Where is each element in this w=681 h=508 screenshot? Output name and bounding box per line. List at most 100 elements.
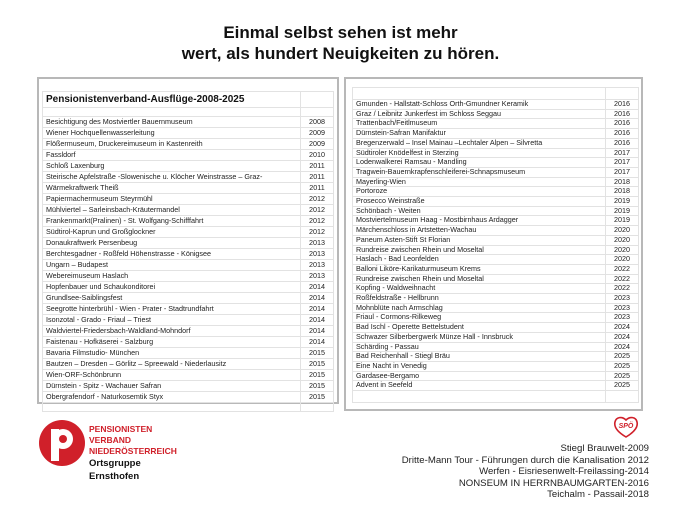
trip-name: Steirische Apfelstraße -Slowenische u. K…	[42, 171, 301, 183]
headline-line-2: wert, als hundert Neuigkeiten zu hören.	[181, 44, 500, 63]
table-row: Steirische Apfelstraße -Slowenische u. K…	[42, 171, 334, 183]
table-row: Lodenwalkerei Ramsau - Mandling 2017	[352, 157, 639, 168]
table-row: Roßfeldstraße - Hellbrunn 2023	[352, 293, 639, 304]
trip-year: 2023	[605, 293, 639, 304]
trip-name: Rundreise zwischen Rhein und Moseltal	[352, 273, 606, 285]
trip-year: 2014	[300, 314, 334, 326]
table-row: Rundreise zwischen Rhein und Moseltal 202…	[352, 244, 639, 256]
trip-name: Faistenau - Hofkäserei - Salzburg	[42, 336, 301, 348]
trip-year: 2011	[300, 160, 334, 172]
spo-logo: SPÖ	[613, 416, 639, 438]
trip-year: 2024	[605, 322, 639, 333]
trip-name: Haslach - Bad Leonfelden	[352, 254, 606, 265]
trip-year: 2013	[300, 237, 334, 249]
table-row: Bregenzerwald – Insel Mainau –Lechtaler …	[352, 137, 639, 149]
trip-name: Ungarn – Budapest	[42, 259, 301, 271]
trip-name: Fassldorf	[42, 149, 301, 161]
table-row: Südtirol-Kaprun und Großglockner 2012	[42, 226, 334, 238]
trip-year: 2017	[605, 147, 639, 159]
trip-name: Bad Reichenhall - Stiegl Bräu	[352, 351, 606, 362]
table-row: Schönbach - Weiten 2019	[352, 205, 639, 217]
trip-name: Wien-ORF-Schönbrunn	[42, 369, 301, 381]
trip-name: Gmunden - Hallstatt-Schloss Orth-Gmundne…	[352, 99, 606, 110]
extra-trip: Dritte-Mann Tour - Führungen durch die K…	[401, 454, 649, 466]
trip-year: 2009	[300, 127, 334, 139]
blank-row	[352, 390, 639, 404]
trip-name: Bavaria Filmstudio- München	[42, 347, 301, 359]
trip-name: Portoroze	[352, 186, 606, 198]
trip-name: Flößermuseum, Druckereimuseum in Kastenr…	[42, 138, 301, 150]
additional-trips: Stiegl Brauwelt-2009 Dritte-Mann Tour - …	[402, 443, 649, 501]
table-row: Schärding - Passau 2024	[352, 341, 639, 353]
blank-row	[42, 402, 334, 412]
trip-name: Südtiroler Knödelfest in Sterzing	[352, 147, 606, 159]
table-row: Eine Nacht in Venedig 2025	[352, 360, 639, 372]
trip-name: Waldviertel-Friedersbach-Waldland-Mohndo…	[42, 325, 301, 337]
trip-year: 2020	[605, 225, 639, 236]
table-row: Berchtesgadner - Roßfeld Höhenstrasse - …	[42, 248, 334, 260]
trip-name: Gardasee-Bergamo	[352, 370, 606, 382]
table-row: Märchenschloss in Artstetten-Wachau 2020	[352, 225, 639, 236]
trip-year: 2016	[605, 108, 639, 120]
trip-name: Graz / Leibnitz Junkerfest im Schloss Se…	[352, 108, 606, 120]
trip-name: Balloni Liköre-Karikaturmuseum Krems	[352, 263, 606, 275]
table-row: Obergrafendorf - Naturkosemtik Styx 2015	[42, 391, 334, 403]
trip-name: Tragwein-Bauernkrapfenschleiferei-Schnap…	[352, 166, 606, 178]
blank-row	[352, 87, 639, 100]
table-row: Waldviertel-Friedersbach-Waldland-Mohndo…	[42, 325, 334, 337]
table-row: Paneum Asten-Stift St Florian 2020	[352, 234, 639, 246]
extra-trip: Werfen - Eisriesenwelt-Freilassing-2014	[479, 466, 649, 478]
extra-trip: NONSEUM IN HERRNBAUMGARTEN-2016	[458, 477, 649, 489]
extra-trip: Teichalm - Passail-2018	[547, 489, 649, 501]
headline-line-1: Einmal selbst sehen ist mehr	[223, 23, 458, 42]
table-row: Bad Ischl - Operette Bettelstudent 2024	[352, 322, 639, 333]
trip-name: Dürnstein - Spitz - Wachauer Safran	[42, 380, 301, 392]
trip-year: 2008	[300, 116, 334, 128]
trip-name: Trattenbach/Feitlmuseum	[352, 118, 606, 130]
title-row: Pensionistenverband-Ausflüge-2008-2025	[42, 91, 334, 108]
table-row: Frankenmarkt(Pralinen) - St. Wolfgang-Sc…	[42, 215, 334, 227]
table-row: Trattenbach/Feitlmuseum 2016	[352, 118, 639, 130]
trip-year: 2012	[300, 204, 334, 216]
pensionistenverband-logo	[39, 420, 85, 466]
trip-name: Wärmekraftwerk Theiß	[42, 182, 301, 194]
table-row: Flößermuseum, Druckereimuseum in Kastenr…	[42, 138, 334, 150]
trip-year: 2023	[605, 312, 639, 324]
table-row: Donaukraftwerk Persenbeug 2013	[42, 237, 334, 249]
table-row: Graz / Leibnitz Junkerfest im Schloss Se…	[352, 108, 639, 120]
trip-year: 2022	[605, 283, 639, 295]
trip-name: Papiermachermuseum Steyrmühl	[42, 193, 301, 205]
trip-name: Roßfeldstraße - Hellbrunn	[352, 293, 606, 304]
table-row: Rundreise zwischen Rhein und Moseltal 202…	[352, 273, 639, 285]
table-row: Mohnblüte nach Armschlag 2023	[352, 302, 639, 314]
table-row: Gmunden - Hallstatt-Schloss Orth-Gmundne…	[352, 99, 639, 110]
trip-name: Schärding - Passau	[352, 341, 606, 353]
trip-name: Märchenschloss in Artstetten-Wachau	[352, 225, 606, 236]
trip-name: Bautzen – Dresden – Görlitz – Spreewald …	[42, 358, 301, 370]
table-row: Hopfenbauer und Schaukonditorei 2014	[42, 281, 334, 293]
trip-year: 2012	[300, 226, 334, 238]
table-row: Wien-ORF-Schönbrunn 2015	[42, 369, 334, 381]
svg-text:SPÖ: SPÖ	[619, 421, 634, 430]
trip-name: Bregenzerwald – Insel Mainau –Lechtaler …	[352, 137, 606, 149]
trip-name: Webereimuseum Haslach	[42, 270, 301, 282]
trip-year: 2016	[605, 137, 639, 149]
trip-name: Lodenwalkerei Ramsau - Mandling	[352, 157, 606, 168]
table-row: Bad Reichenhall - Stiegl Bräu 2025	[352, 351, 639, 362]
table-row: Dürnstein - Spitz - Wachauer Safran 2015	[42, 380, 334, 392]
table-row: Faistenau - Hofkäserei - Salzburg 2014	[42, 336, 334, 348]
org-name: PENSIONISTEN VERBAND NIEDERÖSTERREICH	[89, 424, 177, 456]
trip-year: 2014	[300, 292, 334, 304]
table-row: Seegrotte hinterbrühl - Wien - Prater - …	[42, 303, 334, 315]
table-row: Balloni Liköre-Karikaturmuseum Krems 2022	[352, 263, 639, 275]
table-row: Dürnstein-Safran Manifaktur 2016	[352, 128, 639, 139]
trip-year: 2015	[300, 380, 334, 392]
left-trip-table-panel: Pensionistenverband-Ausflüge-2008-2025 B…	[37, 77, 339, 412]
table-row: Tragwein-Bauernkrapfenschleiferei-Schnap…	[352, 166, 639, 178]
trip-name: Schönbach - Weiten	[352, 205, 606, 217]
trip-name: Isonzotal - Grado - Friaul – Triest	[42, 314, 301, 326]
table-row: Webereimuseum Haslach 2013	[42, 270, 334, 282]
table-row: Prosecco Weinstraße 2019	[352, 196, 639, 207]
trip-year: 2020	[605, 244, 639, 256]
table-row: Ungarn – Budapest 2013	[42, 259, 334, 271]
